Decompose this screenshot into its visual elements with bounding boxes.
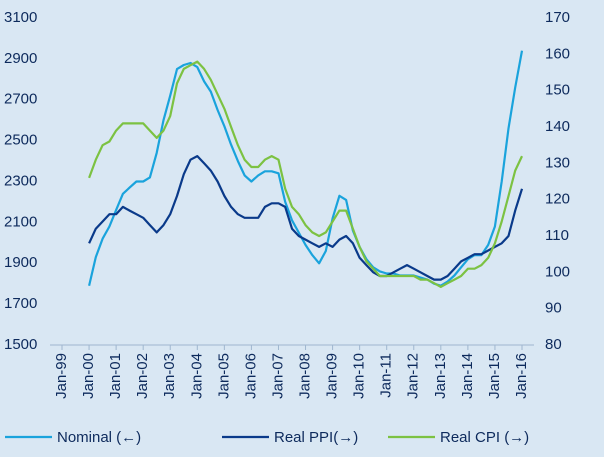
y2-tick-label: 90: [545, 300, 562, 317]
y2-tick-label: 120: [545, 191, 570, 208]
x-tick-label: Jan-99: [53, 353, 70, 399]
y-tick-label: 1500: [4, 336, 37, 353]
y-tick-label: 2500: [4, 132, 37, 149]
y-tick-label: 1900: [4, 254, 37, 271]
x-tick-label: Jan-04: [188, 353, 205, 399]
y-tick-label: 1700: [4, 295, 37, 312]
x-tick-label: Jan-05: [215, 353, 232, 399]
legend-label: Real CPI (→): [440, 429, 529, 446]
legend-label: Nominal (←): [57, 429, 141, 446]
y-tick-label: 2100: [4, 213, 37, 230]
x-tick-label: Jan-00: [80, 353, 97, 399]
y2-tick-label: 150: [545, 82, 570, 99]
y2-tick-label: 100: [545, 263, 570, 280]
series-line: [88, 50, 524, 287]
series-line: [88, 155, 524, 281]
x-tick-label: Jan-06: [242, 353, 259, 399]
x-tick-label: Jan-07: [269, 353, 286, 399]
y2-tick-label: 130: [545, 154, 570, 171]
x-tick-label: Jan-16: [513, 353, 530, 399]
x-tick-label: Jan-09: [324, 353, 341, 399]
x-tick-label: Jan-08: [296, 353, 313, 399]
x-tick-label: Jan-11: [378, 353, 395, 398]
y2-tick-label: 80: [545, 336, 562, 353]
x-tick-label: Jan-14: [459, 353, 476, 399]
x-tick-label: Jan-03: [161, 353, 178, 399]
x-tick-label: Jan-13: [432, 353, 449, 399]
y2-tick-label: 110: [545, 227, 569, 244]
x-tick-label: Jan-02: [134, 353, 151, 399]
x-tick-label: Jan-12: [405, 353, 422, 399]
y2-tick-label: 170: [545, 9, 570, 26]
legend-label: Real PPI(→): [274, 429, 358, 446]
y-tick-label: 2300: [4, 172, 37, 189]
y2-tick-label: 140: [545, 118, 570, 135]
y2-tick-label: 160: [545, 45, 570, 62]
y-tick-label: 2700: [4, 91, 37, 108]
x-tick-label: Jan-15: [486, 353, 503, 399]
y-tick-label: 3100: [4, 9, 37, 26]
x-tick-label: Jan-01: [107, 353, 124, 399]
series-line: [88, 60, 523, 288]
y-tick-label: 2900: [4, 50, 37, 67]
x-tick-label: Jan-10: [351, 353, 368, 399]
